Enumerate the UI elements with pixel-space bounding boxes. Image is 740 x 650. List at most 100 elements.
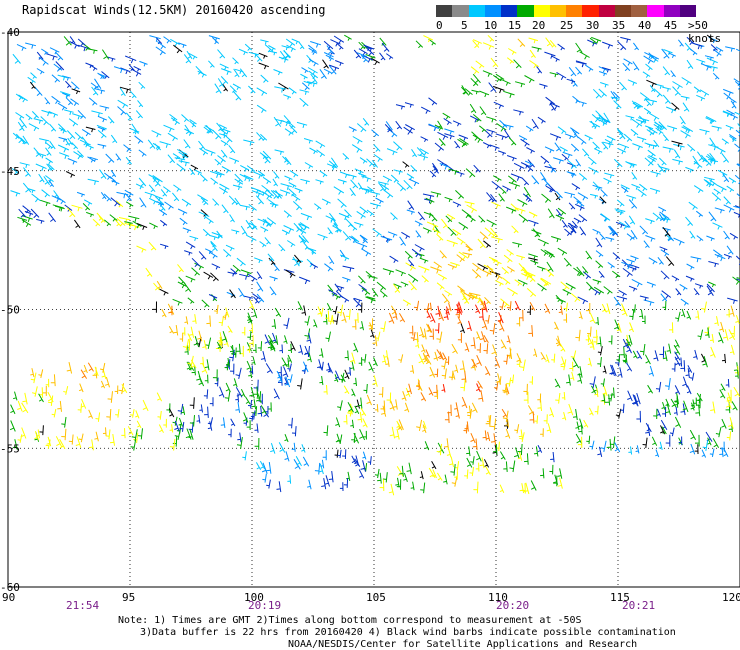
wind-barb [340, 295, 350, 303]
wind-barb [12, 439, 18, 451]
wind-barb [516, 254, 526, 261]
wind-barb [252, 309, 258, 319]
wind-barb [354, 405, 360, 415]
wind-barb [280, 183, 292, 190]
wind-barb [176, 148, 188, 157]
wind-barb [578, 173, 588, 181]
wind-barb [436, 331, 443, 343]
wind-barb [514, 300, 521, 311]
wind-barb [539, 83, 548, 89]
wind-barb [95, 412, 101, 422]
wind-barb [401, 231, 411, 240]
wind-barb [442, 112, 451, 120]
wind-barb [486, 116, 497, 123]
wind-barb [357, 182, 364, 190]
wind-barb [48, 212, 56, 223]
wind-barb [198, 140, 206, 150]
wind-barb [15, 93, 24, 101]
wind-barb [531, 175, 540, 185]
wind-barb [646, 79, 657, 87]
wind-barb [461, 396, 468, 409]
wind-barb [170, 117, 180, 126]
wind-barb [575, 42, 583, 53]
wind-barb [655, 127, 664, 135]
wind-barb [693, 349, 698, 360]
wind-barb [114, 385, 119, 395]
wind-barb [294, 187, 303, 193]
wind-barb [156, 280, 163, 289]
wind-barb [691, 42, 703, 50]
wind-barb [386, 392, 392, 404]
wind-barb [658, 441, 663, 451]
wind-barb [528, 325, 534, 337]
wind-barb [578, 424, 583, 435]
wind-barb [585, 250, 593, 260]
wind-barb [252, 171, 264, 179]
wind-barb [168, 325, 175, 334]
wind-barb [432, 228, 441, 236]
wind-barb [30, 72, 37, 79]
wind-barb [242, 451, 247, 461]
wind-barb [575, 100, 587, 107]
wind-barb [681, 77, 692, 86]
wind-barb [419, 148, 429, 156]
wind-barb [557, 247, 568, 256]
wind-barb [599, 119, 607, 126]
wind-barb [671, 362, 676, 372]
wind-barb [204, 248, 214, 255]
wind-barb [583, 419, 589, 428]
wind-barb [49, 123, 57, 132]
wind-barb [591, 385, 597, 394]
wind-barb [124, 192, 132, 202]
wind-barb [328, 65, 337, 75]
wind-barb [437, 131, 449, 140]
wind-barb [635, 445, 640, 454]
wind-barb [458, 134, 469, 141]
wind-barb [359, 321, 364, 331]
wind-barb [77, 403, 82, 413]
wind-barb [239, 273, 250, 280]
wind-barb [104, 376, 110, 388]
wind-barb [470, 337, 476, 349]
wind-barb [277, 374, 283, 386]
wind-barb [97, 143, 107, 149]
wind-barb [567, 171, 577, 178]
wind-barb [284, 376, 291, 388]
wind-barb [255, 462, 262, 470]
wind-barb [358, 302, 363, 313]
wind-barb [331, 293, 341, 300]
wind-barb [653, 88, 663, 98]
wind-barb [405, 387, 411, 397]
wind-barb [250, 220, 258, 230]
wind-barb [208, 60, 215, 68]
wind-barb [464, 293, 474, 301]
wind-barb [248, 369, 253, 379]
wind-barb [680, 298, 689, 306]
wind-barb [36, 429, 40, 439]
wind-barb [211, 263, 221, 270]
wind-barb [735, 129, 740, 137]
wind-barb [342, 153, 350, 160]
wind-barb [313, 319, 318, 328]
x-tick-label: 90 [2, 591, 15, 604]
wind-barb [285, 357, 290, 368]
wind-barb [106, 408, 112, 421]
wind-barb [309, 147, 318, 155]
wind-barb [229, 85, 237, 93]
wind-barb [326, 45, 334, 55]
wind-barb [65, 171, 76, 178]
wind-barb [422, 352, 427, 362]
wind-barb [287, 363, 292, 372]
wind-barb [484, 227, 495, 237]
wind-barb [662, 226, 671, 237]
wind-barb [177, 208, 188, 216]
wind-barb [703, 179, 712, 187]
wind-barb [416, 380, 420, 389]
wind-barb [647, 384, 654, 394]
wind-barb [97, 126, 106, 132]
wind-barb [494, 357, 501, 368]
wind-barb [51, 195, 62, 203]
wind-barb [632, 350, 638, 359]
wind-barb [297, 301, 303, 311]
wind-barb [99, 362, 106, 373]
